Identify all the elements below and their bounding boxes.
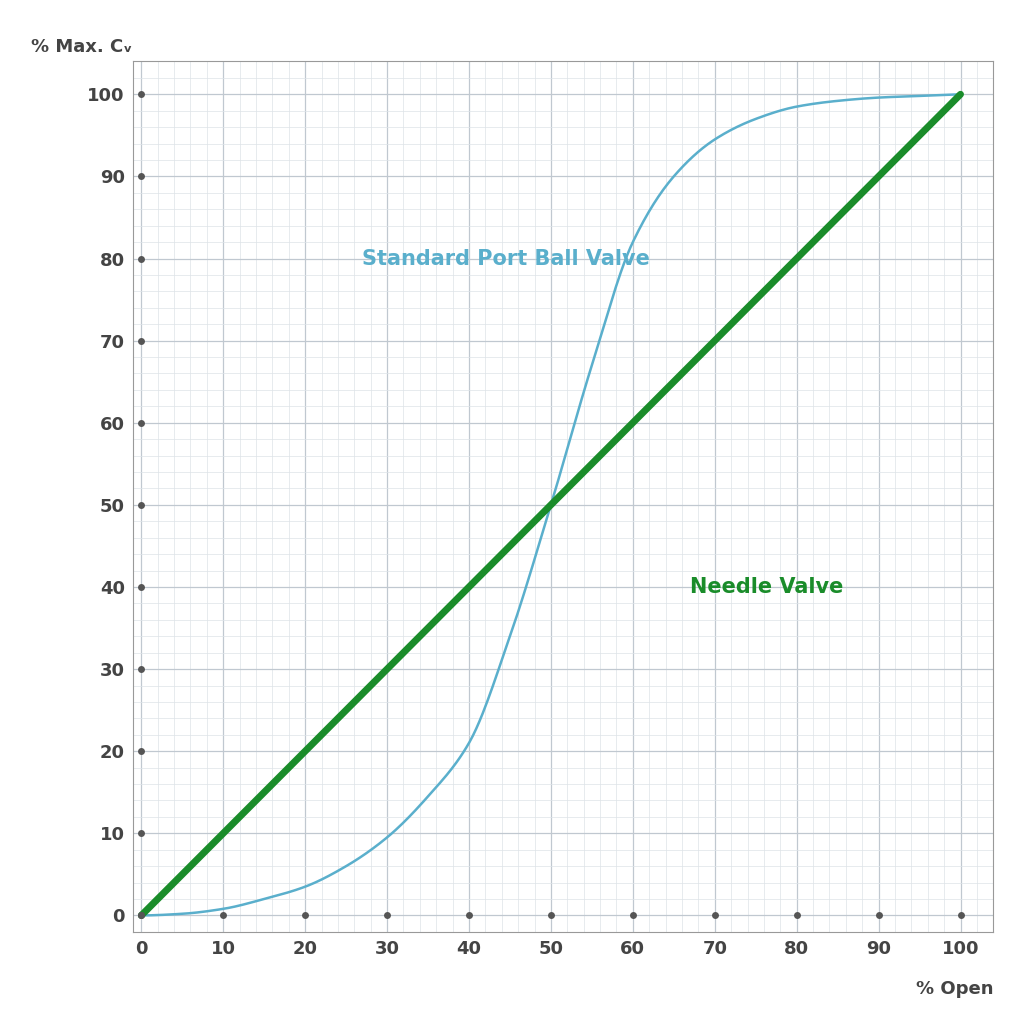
- Text: Standard Port Ball Valve: Standard Port Ball Valve: [362, 249, 650, 268]
- Text: Needle Valve: Needle Valve: [690, 577, 844, 597]
- Text: % Max. Cᵥ: % Max. Cᵥ: [31, 38, 132, 56]
- X-axis label: % Open: % Open: [915, 980, 993, 997]
